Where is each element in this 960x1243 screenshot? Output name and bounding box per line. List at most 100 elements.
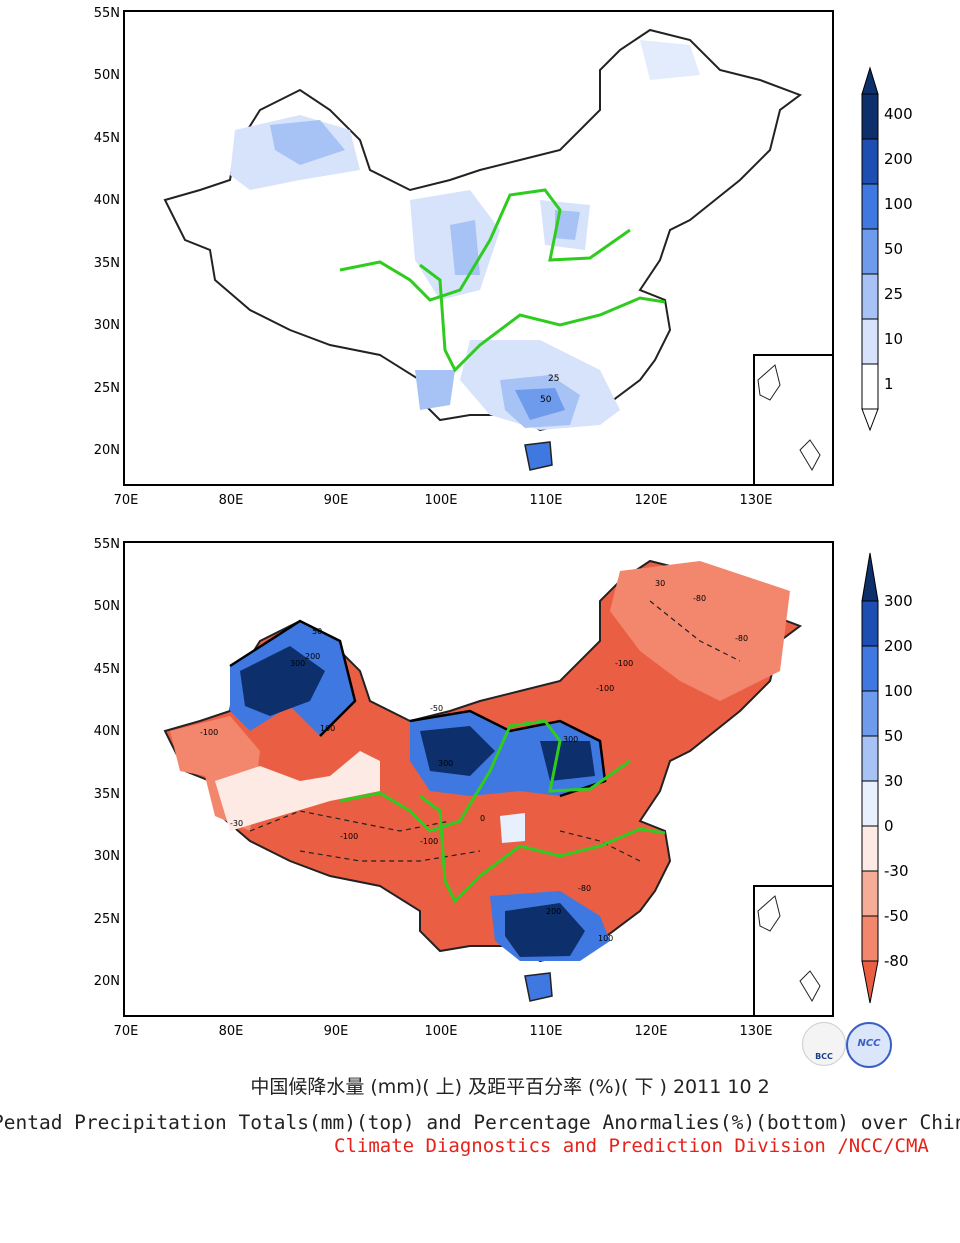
colorbar-top-arrow (861, 66, 879, 95)
colorbar-top-arrow (861, 552, 879, 602)
colorbar-label: 50 (884, 240, 903, 258)
y-axis: 55N 50N 45N 40N 35N 30N 25N 20N (94, 6, 120, 458)
contour-label: 300 (563, 735, 578, 744)
english-caption: Pentad Precipitation Totals(mm)(top) and… (0, 1111, 960, 1134)
colorbar-bottom-arrow (861, 408, 879, 432)
colorbar: 300 200 100 50 30 0 -30 -50 -80 (861, 552, 913, 1004)
y-tick-label: 35N (94, 787, 120, 802)
yellow-river (339, 719, 631, 833)
anomaly-area (240, 646, 325, 716)
precip-area (450, 220, 480, 275)
x-tick-label: 100E (424, 493, 457, 508)
x-tick-label: 130E (739, 493, 772, 508)
contour-label: 300 (438, 759, 453, 768)
y-tick-label: 55N (94, 6, 120, 21)
contour-label: -100 (340, 832, 358, 841)
colorbar-label: -30 (884, 862, 909, 880)
colorbar-label: 200 (884, 150, 913, 168)
ncc-logo: NCC (846, 1022, 892, 1068)
precip-area (270, 120, 345, 165)
contour-label: -100 (200, 728, 218, 737)
x-tick-label: 130E (739, 1024, 772, 1039)
x-axis: 70E 80E 90E 100E 110E 120E 130E (114, 493, 773, 508)
y-tick-label: 45N (94, 131, 120, 146)
contour-label: 25 (548, 374, 559, 384)
x-tick-label: 90E (324, 493, 349, 508)
x-tick-label: 90E (324, 1024, 349, 1039)
contour-line (249, 810, 451, 832)
precipitation-totals-map: 25 50 70E 80E 90E 100E 110E 120E 130E 55… (94, 6, 913, 508)
colorbar-label: 200 (884, 637, 913, 655)
y-tick-label: 55N (94, 537, 120, 552)
precip-area (415, 370, 455, 410)
contour-label: 200 (305, 652, 320, 661)
x-tick-label: 120E (634, 1024, 667, 1039)
colorbar-segment (861, 93, 879, 140)
y-axis: 55N 50N 45N 40N 35N 30N 25N 20N (94, 537, 120, 989)
colorbar-label: 10 (884, 330, 903, 348)
contour-label: 100 (320, 724, 335, 733)
y-tick-label: 30N (94, 849, 120, 864)
ncc-logo-text: NCC (857, 1038, 881, 1049)
x-tick-label: 120E (634, 493, 667, 508)
y-tick-label: 25N (94, 912, 120, 927)
y-tick-label: 25N (94, 381, 120, 396)
bcc-logo: BCC (802, 1022, 846, 1066)
colorbar-segment (861, 825, 879, 872)
colorbar-label: 100 (884, 195, 913, 213)
y-tick-label: 40N (94, 724, 120, 739)
colorbar-label: 1 (884, 375, 894, 393)
contour-label: 100 (598, 934, 613, 943)
colorbar-segment (861, 735, 879, 782)
colorbar-segment (861, 363, 879, 410)
y-tick-label: 50N (94, 599, 120, 614)
anomaly-area (505, 903, 585, 957)
colorbar-segment (861, 318, 879, 365)
contour-label: -100 (596, 684, 614, 693)
contour-line (229, 619, 357, 737)
colorbar-segment (861, 228, 879, 275)
y-tick-label: 30N (94, 318, 120, 333)
precip-area (640, 40, 700, 80)
y-tick-label: 20N (94, 443, 120, 458)
contour-label: -80 (578, 884, 591, 893)
x-tick-label: 80E (219, 1024, 244, 1039)
contour-label: 50 (540, 395, 552, 405)
colorbar-label: 0 (884, 817, 894, 835)
colorbar-segment (861, 870, 879, 917)
precip-area (555, 210, 580, 240)
colorbar-label: 300 (884, 592, 913, 610)
hainan-island (524, 972, 553, 1002)
contour-label: -30 (230, 819, 243, 828)
y-tick-label: 35N (94, 256, 120, 271)
yangtze-river (419, 263, 666, 373)
colorbar-segment (861, 600, 879, 647)
division-caption: Climate Diagnostics and Prediction Divis… (334, 1135, 929, 1157)
inset-coast (757, 895, 821, 1003)
contour-label: 30 (655, 579, 665, 588)
contour-line (559, 830, 641, 862)
contour-label: 50 (312, 627, 322, 636)
colorbar-label: 100 (884, 682, 913, 700)
colorbar-segment (861, 273, 879, 320)
x-axis: 70E 80E 90E 100E 110E 120E 130E (114, 1024, 773, 1039)
x-tick-label: 80E (219, 493, 244, 508)
anomaly-area (500, 813, 525, 843)
yangtze-river (419, 794, 666, 904)
colorbar-segment (861, 138, 879, 185)
colorbar-segment (861, 915, 879, 962)
contour-label: 300 (290, 659, 305, 668)
colorbar-label: -80 (884, 952, 909, 970)
chinese-caption: 中国候降水量 (mm)( 上) 及距平百分率 (%)( 下 ) 2011 10 … (250, 1076, 770, 1098)
y-tick-label: 45N (94, 662, 120, 677)
contour-label: -100 (420, 837, 438, 846)
contour-label: 200 (546, 907, 561, 916)
colorbar-label: 30 (884, 772, 903, 790)
colorbar-segment (861, 183, 879, 230)
colorbar-segment (861, 645, 879, 692)
colorbar-label: 50 (884, 727, 903, 745)
inset-map (753, 885, 834, 1017)
anomaly-area (215, 751, 380, 831)
yellow-river (339, 188, 631, 302)
contour-label: 0 (480, 814, 485, 823)
